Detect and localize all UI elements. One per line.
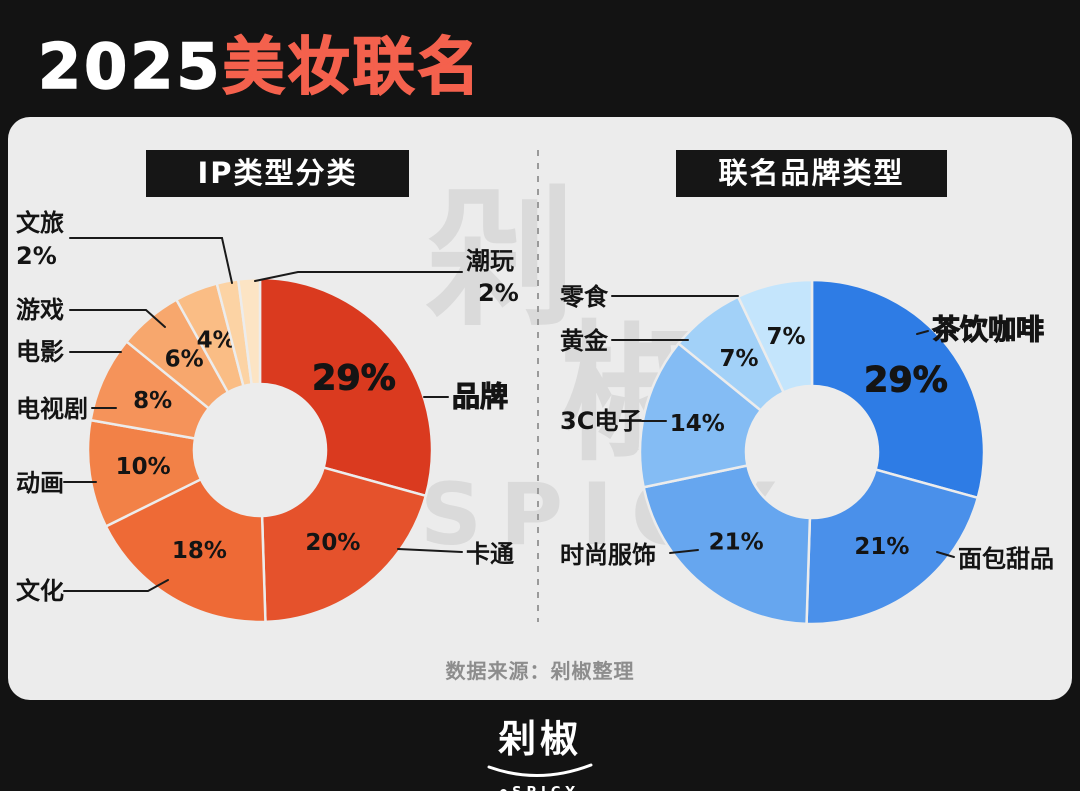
- right-chart-title: 联名品牌类型: [676, 150, 947, 197]
- footer-logo: 剁椒 SPICY: [0, 708, 1080, 791]
- segment-percent: 7%: [720, 346, 759, 372]
- donut-segment: [736, 278, 814, 394]
- leader-line: [916, 330, 929, 335]
- leader-line: [669, 549, 699, 554]
- leader-line: [63, 579, 169, 592]
- data-source-note: 数据来源：剁椒整理: [445, 659, 635, 683]
- label-3c: 3C电子: [560, 407, 642, 435]
- donut-segment: [638, 342, 763, 489]
- label-chaowan: 潮玩: [466, 247, 514, 275]
- segment-percent: 29%: [864, 361, 948, 401]
- label-chayinkafei: 茶饮咖啡: [932, 313, 1044, 346]
- label-wenlv-pct: 2%: [16, 242, 57, 270]
- segment-percent: 7%: [766, 324, 805, 350]
- left-donut-chart: 29%20%18%10%8%6%4%: [86, 276, 434, 624]
- label-katong: 卡通: [466, 540, 514, 568]
- label-donghua: 动画: [16, 469, 64, 497]
- leader-line: [936, 551, 955, 558]
- footer-logo-text: 剁椒: [497, 717, 582, 761]
- label-mianbaotianpin: 面包甜品: [958, 545, 1054, 573]
- label-chaowan-pct: 2%: [478, 279, 519, 307]
- segment-percent: 20%: [305, 530, 360, 556]
- page-title: 2025美妆联名: [37, 16, 483, 106]
- label-dianying: 电影: [16, 338, 64, 366]
- footer-logo-dot-icon: [500, 789, 508, 791]
- leader-line: [254, 271, 463, 282]
- segment-percent: 18%: [172, 538, 227, 564]
- segment-percent: 6%: [165, 347, 204, 373]
- left-chart-title: IP类型分类: [146, 150, 409, 197]
- label-wenhua: 文化: [16, 577, 64, 605]
- label-pinpai: 品牌: [452, 380, 508, 413]
- label-shishangfushi: 时尚服饰: [560, 541, 656, 569]
- label-lingshi: 零食: [559, 283, 609, 311]
- segment-percent: 8%: [133, 388, 172, 414]
- leader-line: [69, 309, 166, 328]
- title-highlight: 美妆联名: [222, 29, 483, 104]
- title-year: 2025: [37, 29, 223, 104]
- footer-logo-subtitle: SPICY: [500, 785, 580, 791]
- donut-segment: [810, 278, 986, 500]
- footer-logo-swoosh: [487, 763, 593, 778]
- donut-segment: [236, 276, 262, 386]
- label-youxi: 游戏: [16, 296, 64, 324]
- donut-segment: [104, 478, 267, 624]
- donut-segment: [258, 276, 434, 498]
- segment-percent: 21%: [854, 534, 909, 560]
- right-donut-chart: 29% 21% 21% 14% 7% 7%: [638, 278, 986, 626]
- segment-percent: 29%: [312, 359, 396, 399]
- donut-segment: [642, 464, 812, 626]
- footer-logo-sub-text: SPICY: [512, 785, 580, 791]
- leader-line: [397, 548, 463, 553]
- label-huangjin: 黄金: [560, 327, 609, 355]
- segment-percent: 14%: [670, 411, 725, 437]
- label-dianshiju: 电视剧: [16, 395, 88, 423]
- donut-segment: [805, 468, 980, 626]
- leader-line: [69, 237, 233, 284]
- segment-percent: 21%: [709, 529, 764, 555]
- segment-percent: 10%: [116, 454, 171, 480]
- label-wenlv: 文旅: [16, 209, 64, 237]
